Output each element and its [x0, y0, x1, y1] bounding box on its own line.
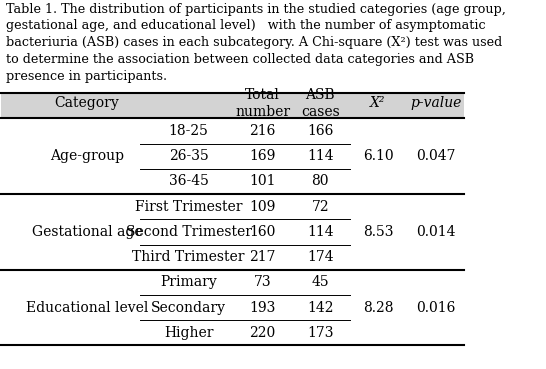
Text: ASB
cases: ASB cases: [301, 87, 340, 119]
Text: 36-45: 36-45: [169, 175, 209, 189]
Text: Primary: Primary: [160, 275, 217, 289]
Text: Educational level: Educational level: [26, 300, 148, 314]
Text: 142: 142: [307, 300, 334, 314]
Text: Higher: Higher: [164, 326, 213, 340]
Text: 114: 114: [307, 225, 334, 239]
Text: 6.10: 6.10: [363, 149, 394, 163]
Text: 73: 73: [254, 275, 271, 289]
Text: Table 1. The distribution of participants in the studied categories (age group,
: Table 1. The distribution of participant…: [6, 3, 506, 83]
Text: 217: 217: [250, 250, 276, 264]
Text: 193: 193: [250, 300, 276, 314]
Text: 0.047: 0.047: [416, 149, 456, 163]
Text: 8.53: 8.53: [363, 225, 393, 239]
Text: 173: 173: [307, 326, 334, 340]
Text: 72: 72: [312, 200, 329, 214]
Text: 0.016: 0.016: [416, 300, 455, 314]
Text: Total
number: Total number: [235, 87, 290, 119]
Text: 169: 169: [250, 149, 276, 163]
Text: 0.014: 0.014: [416, 225, 456, 239]
Text: Secondary: Secondary: [151, 300, 226, 314]
Text: 109: 109: [250, 200, 276, 214]
Text: Age-group: Age-group: [50, 149, 124, 163]
Text: 45: 45: [312, 275, 329, 289]
Text: X²: X²: [370, 96, 386, 110]
FancyBboxPatch shape: [2, 93, 464, 118]
Text: 160: 160: [250, 225, 276, 239]
Text: 114: 114: [307, 149, 334, 163]
Text: 216: 216: [250, 124, 276, 138]
Text: Gestational age: Gestational age: [32, 225, 142, 239]
Text: Category: Category: [55, 96, 119, 110]
Text: 8.28: 8.28: [363, 300, 393, 314]
Text: p-value: p-value: [410, 96, 461, 110]
Text: 18-25: 18-25: [169, 124, 209, 138]
Text: 174: 174: [307, 250, 334, 264]
Text: 80: 80: [312, 175, 329, 189]
Text: 26-35: 26-35: [169, 149, 209, 163]
Text: Second Trimester: Second Trimester: [126, 225, 252, 239]
Text: Third Trimester: Third Trimester: [132, 250, 245, 264]
Text: 166: 166: [307, 124, 334, 138]
Text: 101: 101: [250, 175, 276, 189]
Text: 220: 220: [250, 326, 276, 340]
Text: First Trimester: First Trimester: [135, 200, 242, 214]
